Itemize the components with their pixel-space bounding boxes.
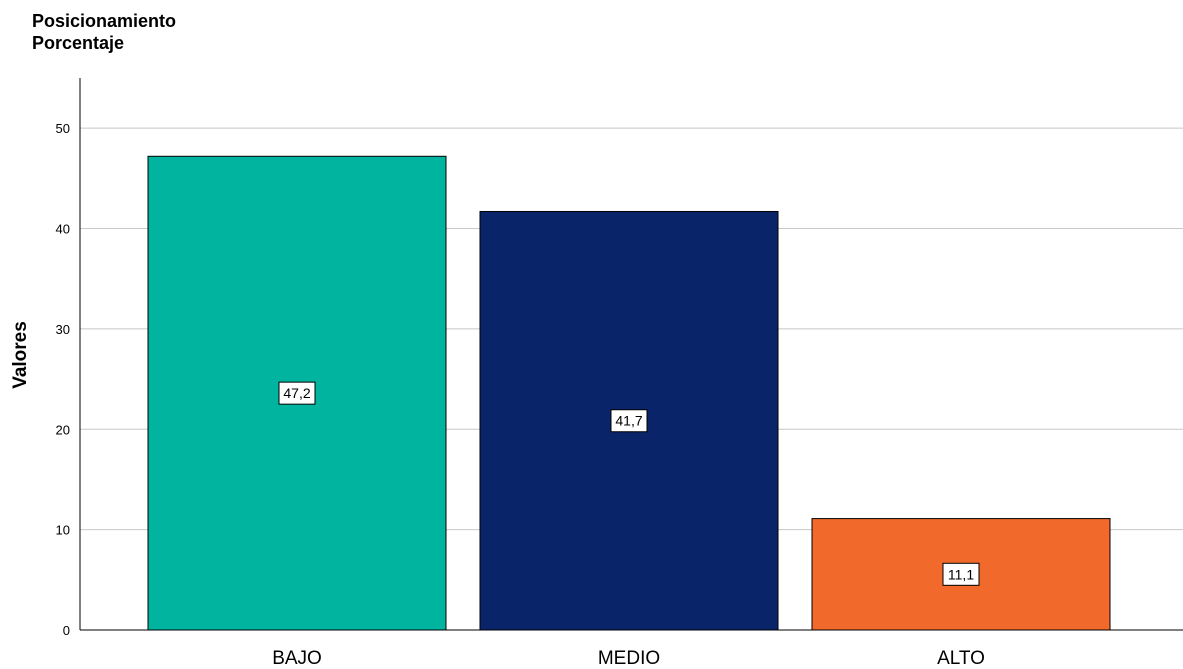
chart-title-line-1: Posicionamiento bbox=[32, 11, 176, 31]
bars bbox=[147, 155, 1111, 631]
x-tick-label: ALTO bbox=[937, 648, 985, 669]
data-label-text: 47,2 bbox=[283, 385, 310, 401]
chart-title-line-2: Porcentaje bbox=[32, 33, 124, 53]
y-tick-label: 30 bbox=[56, 322, 70, 337]
data-label: 47,2 bbox=[278, 381, 316, 405]
x-tick-labels: BAJO MEDIO ALTO bbox=[272, 648, 985, 669]
data-label-box bbox=[942, 562, 980, 586]
data-label: 11,1 bbox=[942, 562, 980, 586]
y-tick-label: 20 bbox=[56, 422, 70, 437]
data-label-text: 11,1 bbox=[948, 566, 974, 582]
y-axis-label: Valores bbox=[10, 321, 31, 389]
data-label: 41,7 bbox=[610, 409, 648, 433]
data-labels: 47,2 41,7 11,1 bbox=[278, 381, 980, 586]
data-label-text: 41,7 bbox=[615, 413, 642, 429]
y-tick-label: 0 bbox=[63, 623, 70, 638]
data-label-box bbox=[278, 381, 316, 405]
y-tick-label: 10 bbox=[56, 523, 70, 538]
y-tick-labels: 0 10 20 30 40 50 bbox=[56, 121, 70, 638]
y-tick-label: 40 bbox=[56, 222, 70, 237]
data-label-box bbox=[610, 409, 648, 433]
x-tick-label: BAJO bbox=[272, 648, 322, 669]
y-tick-label: 50 bbox=[56, 121, 70, 136]
x-tick-label: MEDIO bbox=[598, 648, 660, 669]
